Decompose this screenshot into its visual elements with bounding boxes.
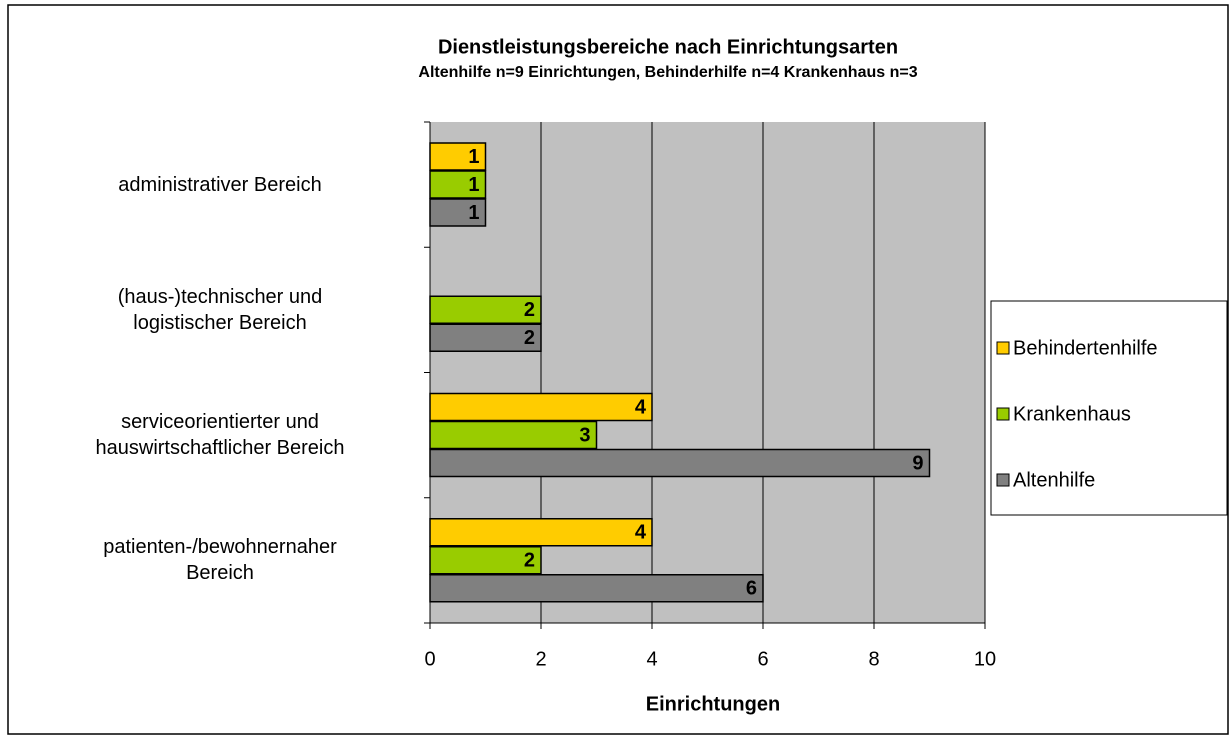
data-label: 1 [468,146,479,168]
legend-box [990,300,1228,516]
x-tick-label: 10 [974,648,996,670]
x-tick-label: 4 [646,648,657,670]
data-label: 4 [635,522,647,544]
bar [429,170,487,199]
y-tick-label: patienten-/bewohnernaher Bereich [103,536,337,585]
bar [429,518,653,547]
chart-title: Dienstleistungsbereiche nach Einrichtung… [438,36,898,58]
x-axis-label: Einrichtungen [646,693,780,715]
bar [429,323,542,352]
data-label: 9 [912,452,923,474]
x-tick-label: 6 [757,648,768,670]
legend-label: Krankenhaus [1013,403,1131,425]
bar [429,420,598,450]
bar [429,574,764,603]
data-label: 3 [579,424,590,446]
data-label: 1 [468,202,479,224]
legend-label: Altenhilfe [1013,469,1095,491]
legend-label: Behindertenhilfe [1013,337,1158,359]
bar [429,546,542,575]
bar [429,198,487,227]
data-label: 4 [635,396,647,418]
bar [429,448,931,478]
bar [429,142,487,171]
legend-swatch [996,473,1010,487]
y-tick-label: administrativer Bereich [118,173,322,196]
data-label: 2 [524,327,535,349]
data-label: 1 [468,174,479,196]
y-tick-label: (haus-)technischer und logistischer Bere… [117,285,323,334]
chart-subtitle: Altenhilfe n=9 Einrichtungen, Behinderhi… [418,64,917,81]
legend-swatch [996,341,1010,355]
x-tick-label: 2 [535,648,546,670]
data-label: 2 [524,299,535,321]
data-label: 2 [524,550,535,572]
y-tick-label: serviceorientierter und hauswirtschaftli… [95,411,345,460]
x-tick-label: 0 [424,648,435,670]
bar [429,295,542,324]
bar [429,392,653,422]
data-label: 6 [746,578,757,600]
legend-swatch [996,407,1010,421]
x-tick-label: 8 [868,648,879,670]
